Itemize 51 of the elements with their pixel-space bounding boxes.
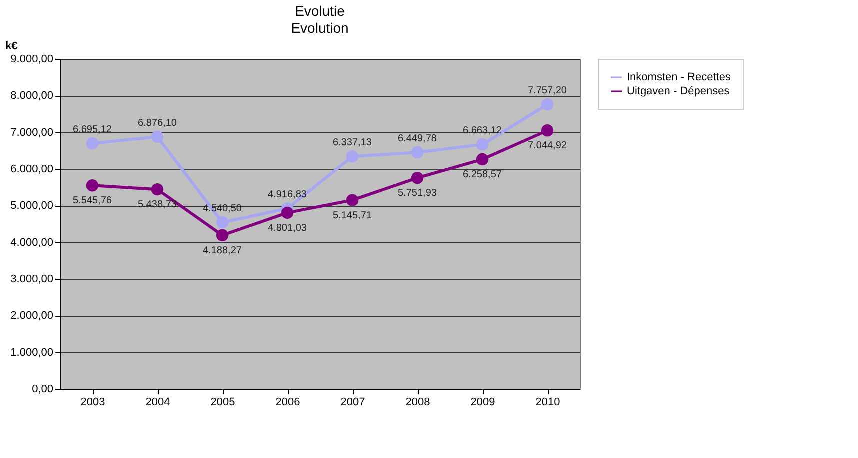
- data-label: 6.449,78: [398, 134, 438, 145]
- y-tick-label: 8.000,00: [10, 90, 54, 102]
- data-label: 5.145,71: [333, 210, 372, 222]
- y-tick-label: 3.000,00: [10, 274, 54, 286]
- y-tick-label: 0,00: [32, 384, 54, 396]
- point: [476, 138, 489, 151]
- data-label: 6.337,13: [333, 138, 372, 149]
- data-label: 4.540,50: [203, 204, 242, 215]
- x-tick-label: 2009: [470, 396, 496, 408]
- data-label: 5.545,76: [73, 196, 112, 207]
- point: [411, 146, 424, 159]
- point: [411, 172, 424, 184]
- y-tick-label: 1.000,00: [10, 346, 54, 359]
- point: [541, 124, 554, 137]
- point: [346, 150, 359, 163]
- data-label: 5.751,93: [398, 188, 438, 200]
- chart-subtitle: Evolution: [291, 20, 349, 36]
- legend-label: Inkomsten - Recettes: [627, 72, 732, 84]
- point: [281, 206, 294, 220]
- point: [346, 194, 359, 206]
- x-tick-label: 2003: [80, 396, 106, 408]
- chart-title: Evolutie: [295, 3, 346, 19]
- x-tick-label: 2004: [146, 396, 170, 408]
- y-tick-label: 9.000,00: [10, 54, 54, 66]
- point: [476, 153, 489, 166]
- point: [86, 180, 99, 192]
- data-label: 6.876,10: [138, 118, 178, 129]
- point: [216, 229, 229, 242]
- point: [541, 98, 554, 111]
- x-tick-label: 2005: [210, 396, 236, 408]
- y-axis-title: k€: [6, 40, 18, 52]
- x-tick-label: 2006: [276, 396, 300, 408]
- y-tick-label: 4.000,00: [10, 236, 54, 249]
- x-tick-label: 2010: [536, 396, 560, 408]
- legend-label: Uitgaven - Dépenses: [627, 86, 730, 98]
- point: [216, 216, 229, 229]
- data-label: 4.916,83: [268, 190, 308, 201]
- data-label: 4.801,03: [268, 222, 308, 234]
- y-tick-label: 5.000,00: [10, 200, 54, 212]
- data-label: 7.757,20: [528, 86, 568, 97]
- y-tick-label: 7.000,00: [10, 126, 54, 139]
- data-label: 4.188,27: [203, 245, 242, 256]
- x-tick-label: 2007: [340, 396, 366, 408]
- data-label: 6.258,57: [463, 170, 502, 181]
- y-tick-label: 2.000,00: [10, 310, 54, 322]
- point: [86, 137, 99, 150]
- x-tick-label: 2008: [406, 396, 430, 408]
- y-tick-label: 6.000,00: [10, 164, 54, 176]
- point: [151, 183, 164, 196]
- data-label: 7.044,92: [528, 140, 568, 152]
- point: [151, 130, 164, 143]
